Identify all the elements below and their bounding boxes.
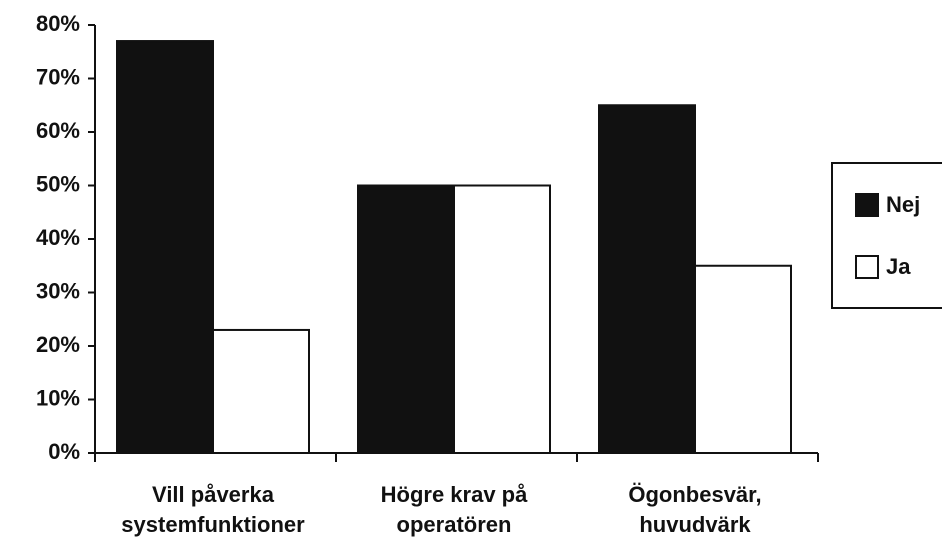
bar <box>598 104 696 454</box>
bar <box>116 40 214 455</box>
bar <box>694 264 792 454</box>
x-tick-label: Högre krav på operatören <box>380 482 528 537</box>
legend-label: Nej <box>886 192 920 217</box>
y-tick-label: 40% <box>36 225 80 250</box>
y-tick-label: 50% <box>36 171 80 196</box>
y-tick-label: 70% <box>36 64 80 89</box>
y-tick-label: 80% <box>36 11 80 36</box>
y-tick-label: 60% <box>36 118 80 143</box>
bar <box>453 184 551 454</box>
legend-box <box>831 162 942 309</box>
bar <box>357 184 455 454</box>
y-tick-label: 10% <box>36 385 80 410</box>
y-tick-label: 0% <box>48 439 80 464</box>
legend-swatch <box>855 255 879 279</box>
y-tick-label: 30% <box>36 278 80 303</box>
legend-swatch <box>855 193 879 217</box>
legend-label: Ja <box>886 254 911 279</box>
y-tick-label: 20% <box>36 332 80 357</box>
x-tick-label: Vill påverka systemfunktioner <box>121 482 305 537</box>
bar <box>212 328 310 455</box>
x-tick-label: Ögonbesvär, huvudvärk <box>628 482 762 537</box>
